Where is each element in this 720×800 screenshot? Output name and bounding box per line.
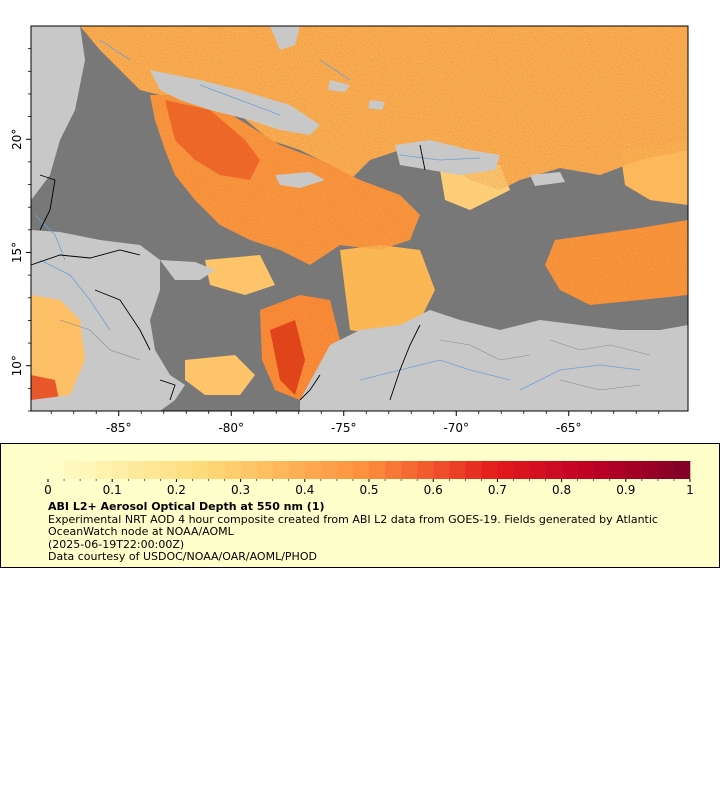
land-central-america xyxy=(31,230,185,411)
colorbar: 0 0.1 0.2 0.3 0.4 0.5 0.6 0.7 0.8 0.9 1 xyxy=(44,461,694,497)
map-canvas: -85° -80° -75° -70° -65° 10° 15° 20° xyxy=(10,25,689,435)
colorbar-cell xyxy=(609,461,627,479)
lat-tick-label: 10° xyxy=(10,355,24,376)
colorbar-cell xyxy=(657,461,675,479)
colorbar-cell xyxy=(208,461,225,479)
lon-tick-label: -65° xyxy=(556,421,582,435)
colorbar-cell xyxy=(256,461,273,479)
aod-map: -85° -80° -75° -70° -65° 10° 15° 20° xyxy=(10,25,689,435)
colorbar-cell xyxy=(449,461,466,479)
lon-tick-label: -80° xyxy=(218,421,244,435)
colorbar-cell xyxy=(224,461,241,479)
colorbar-ticks: 0 0.1 0.2 0.3 0.4 0.5 0.6 0.7 0.8 0.9 1 xyxy=(44,479,694,497)
colorbar-cell xyxy=(128,461,145,479)
land-honduras-coast xyxy=(160,260,215,280)
legend-description: Experimental NRT AOD 4 hour composite cr… xyxy=(48,513,658,538)
colorbar-cell xyxy=(352,461,370,479)
aod-region-south xyxy=(340,245,435,335)
colorbar-cell xyxy=(641,461,659,479)
colorbar-tick-label: 0.4 xyxy=(295,483,314,497)
lon-tick-label: -75° xyxy=(331,421,357,435)
colorbar-tick-label: 0.2 xyxy=(167,483,186,497)
colorbar-cell xyxy=(545,461,562,479)
land xyxy=(31,26,688,411)
lon-tick-label: -85° xyxy=(106,421,132,435)
colorbar-tick-label: 0.6 xyxy=(424,483,443,497)
aod-region-small-1 xyxy=(205,255,275,295)
lat-tick-label: 20° xyxy=(10,129,24,150)
colorbar-cell xyxy=(192,461,209,479)
colorbar-cell xyxy=(561,461,578,479)
land-puerto-rico xyxy=(530,172,565,186)
colorbar-tick-label: 0.1 xyxy=(103,483,122,497)
colorbar-cell xyxy=(497,461,514,479)
lat-tick-label: 15° xyxy=(10,242,24,263)
land-south-america xyxy=(300,310,688,411)
colorbar-cell xyxy=(673,461,691,479)
land-jamaica xyxy=(275,172,325,188)
land-bahamas xyxy=(328,80,385,110)
colorbar-cell xyxy=(336,461,354,479)
latitude-axis: 10° 15° 20° xyxy=(10,129,31,376)
land-hispaniola xyxy=(395,140,500,175)
lon-tick-label: -70° xyxy=(443,421,469,435)
minor-ticks xyxy=(28,48,660,414)
colorbar-cell xyxy=(369,461,386,479)
rivers xyxy=(34,39,641,391)
colorbar-cell xyxy=(481,461,498,479)
colorbar-cell xyxy=(577,461,594,479)
colorbar-cell xyxy=(96,461,113,479)
borders xyxy=(31,144,426,401)
colorbar-cell xyxy=(385,461,402,479)
colorbar-cells xyxy=(48,461,691,479)
colorbar-cell xyxy=(160,461,177,479)
admin-borders xyxy=(59,319,651,391)
legend-credit: Data courtesy of USDOC/NOAA/OAR/AOML/PHO… xyxy=(48,550,317,563)
map-frame xyxy=(30,25,689,412)
colorbar-tick-label: 0 xyxy=(44,483,52,497)
colorbar-cell xyxy=(112,461,129,479)
colorbar-cell xyxy=(593,461,611,479)
colorbar-cell xyxy=(288,461,306,479)
map-layers xyxy=(31,26,688,411)
longitude-axis: -85° -80° -75° -70° -65° xyxy=(106,411,582,435)
colorbar-cell xyxy=(272,461,290,479)
legend-panel: 0 0.1 0.2 0.3 0.4 0.5 0.6 0.7 0.8 0.9 1 ABI L2+ Ae… xyxy=(0,443,720,568)
colorbar-cell xyxy=(625,461,643,479)
colorbar-cell xyxy=(80,461,97,479)
colorbar-cell xyxy=(144,461,161,479)
colorbar-cell xyxy=(465,461,482,479)
colorbar-cell xyxy=(417,461,434,479)
land-yucatan xyxy=(31,26,85,200)
legend-title: ABI L2+ Aerosol Optical Depth at 550 nm … xyxy=(48,500,325,513)
colorbar-cell xyxy=(529,461,546,479)
colorbar-cell xyxy=(48,461,65,479)
colorbar-tick-label: 0.3 xyxy=(231,483,250,497)
colorbar-tick-label: 1 xyxy=(686,483,694,497)
aod-region-honduras xyxy=(185,355,255,395)
colorbar-cell xyxy=(240,461,257,479)
colorbar-tick-label: 0.5 xyxy=(359,483,378,497)
colorbar-cell xyxy=(64,461,81,479)
colorbar-tick-label: 0.9 xyxy=(616,483,635,497)
colorbar-cell xyxy=(176,461,193,479)
land-cuba xyxy=(150,70,320,135)
legend-timestamp: (2025-06-19T22:00:00Z) xyxy=(48,538,185,551)
colorbar-cell xyxy=(513,461,530,479)
colorbar-cell xyxy=(320,461,338,479)
colorbar-tick-label: 0.8 xyxy=(552,483,571,497)
colorbar-cell xyxy=(401,461,418,479)
colorbar-cell xyxy=(433,461,450,479)
colorbar-tick-label: 0.7 xyxy=(488,483,507,497)
colorbar-cell xyxy=(304,461,322,479)
land-florida xyxy=(270,26,300,50)
